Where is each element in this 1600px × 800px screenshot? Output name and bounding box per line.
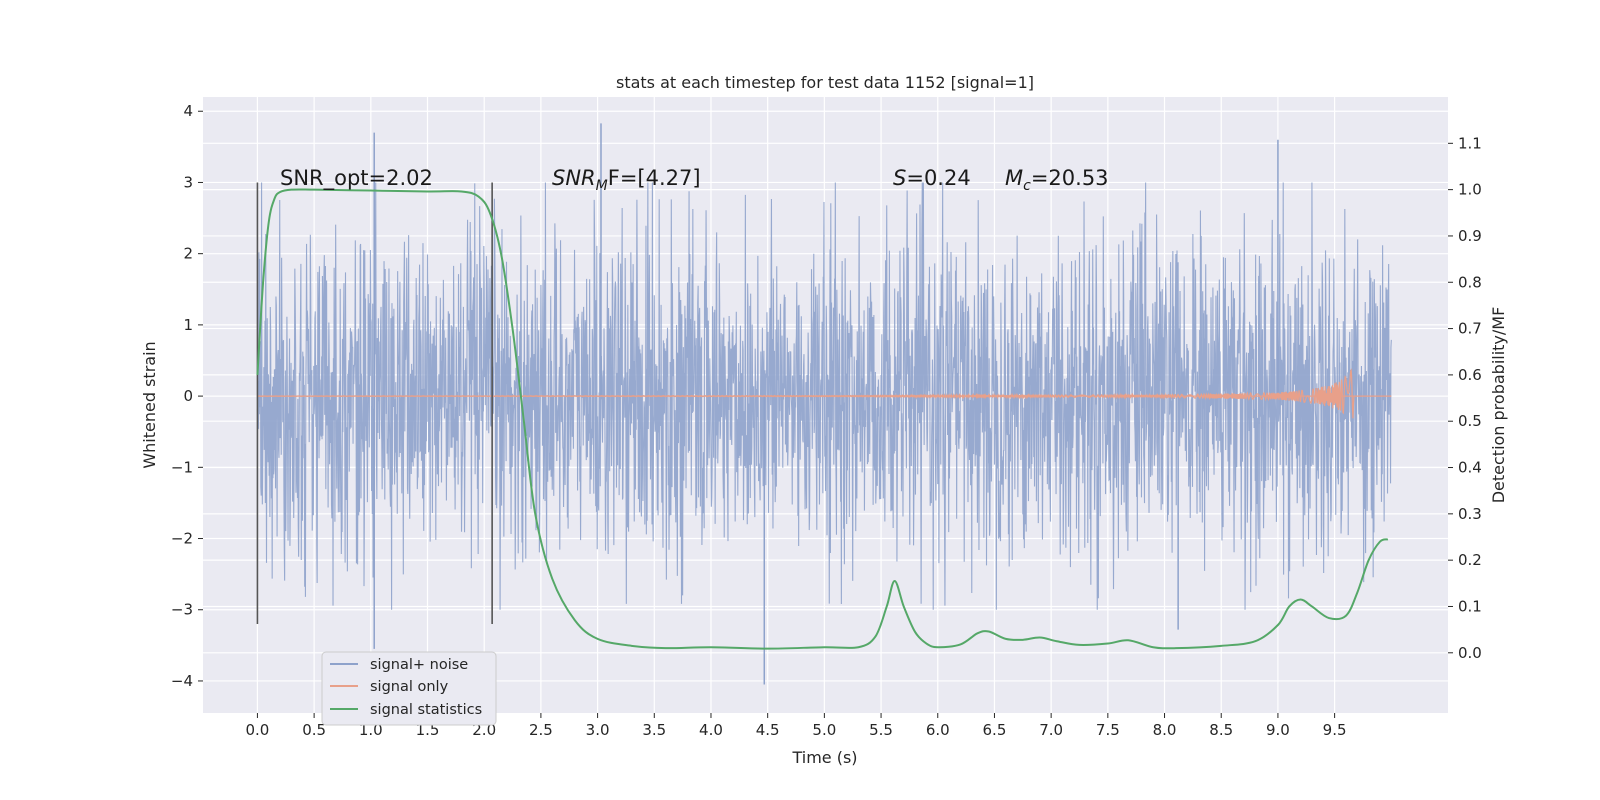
x-tick-label: 0.0 — [245, 721, 269, 739]
legend-label-signal-noise: signal+ noise — [370, 657, 468, 673]
signal-only-series — [257, 368, 1392, 419]
y-left-tick-label: 4 — [183, 102, 193, 120]
y-left-tick-label: −2 — [171, 530, 193, 548]
y-right-tick-label: 0.9 — [1458, 227, 1482, 245]
legend: signal+ noise signal only signal statist… — [321, 651, 497, 726]
y-right-tick-label: 0.6 — [1458, 366, 1482, 384]
x-tick-label: 7.5 — [1096, 721, 1120, 739]
y-left-ticks: 4 3 2 1 0 −1 −2 −3 −4 — [171, 102, 203, 690]
x-tick-label: 9.5 — [1323, 721, 1347, 739]
y-right-tick-label: 1.1 — [1458, 134, 1482, 152]
y-right-tick-label: 0.3 — [1458, 505, 1482, 523]
y-right-axis-label: Detection probability/MF — [1489, 307, 1508, 504]
signal-noise-line — [256, 182, 1392, 610]
x-tick-label: 3.0 — [586, 721, 610, 739]
y-left-tick-label: 2 — [183, 245, 193, 263]
signal-noise-series — [256, 123, 1392, 685]
y-left-tick-label: 3 — [183, 173, 193, 191]
y-left-tick-label: −1 — [171, 458, 193, 476]
signal-statistics-line — [256, 188, 1389, 650]
x-tick-label: 8.5 — [1209, 721, 1233, 739]
y-right-tick-label: 0.4 — [1458, 459, 1482, 477]
legend-box — [321, 651, 497, 726]
y-right-ticks: 1.1 1.0 0.9 0.8 0.7 0.6 0.5 0.4 0.3 0.2 0.1 0.0 — [1448, 134, 1482, 662]
y-right-tick-label: 0.5 — [1458, 412, 1482, 430]
y-right-tick-label: 1.0 — [1458, 181, 1482, 199]
x-tick-label: 5.0 — [812, 721, 836, 739]
x-tick-label: 0.5 — [302, 721, 326, 739]
y-left-axis-label: Whitened strain — [140, 341, 159, 468]
y-right-tick-label: 0.7 — [1458, 320, 1482, 338]
x-tick-label: 5.5 — [869, 721, 893, 739]
y-left-tick-label: 1 — [183, 316, 193, 334]
y-left-tick-label: −3 — [171, 601, 193, 619]
y-right-tick-label: 0.0 — [1458, 644, 1482, 662]
x-tick-label: 6.0 — [926, 721, 950, 739]
vertical-markers — [256, 182, 493, 624]
y-right-tick-label: 0.1 — [1458, 597, 1482, 615]
annotation-mc: Mc=20.53 — [1005, 166, 1109, 194]
x-tick-label: 8.0 — [1153, 721, 1177, 739]
signal-only-line — [257, 368, 1355, 419]
chart-title: stats at each timestep for test data 115… — [616, 73, 1034, 92]
x-axis-label: Time (s) — [791, 748, 857, 767]
legend-label-signal-statistics: signal statistics — [370, 702, 482, 718]
y-right-tick-label: 0.2 — [1458, 551, 1482, 569]
x-tick-label: 4.0 — [699, 721, 723, 739]
x-tick-label: 7.0 — [1039, 721, 1063, 739]
x-tick-label: 9.0 — [1266, 721, 1290, 739]
y-left-tick-label: −4 — [171, 672, 193, 690]
signal-statistics-series — [256, 188, 1389, 650]
y-left-tick-label: 0 — [183, 387, 193, 405]
legend-label-signal-only: signal only — [370, 679, 449, 695]
annotation-snr-mf: SNRMF=[4.27] — [552, 166, 701, 194]
x-tick-label: 4.5 — [756, 721, 780, 739]
x-tick-label: 2.5 — [529, 721, 553, 739]
x-tick-label: 3.5 — [642, 721, 666, 739]
x-tick-label: 6.5 — [983, 721, 1007, 739]
annotation-snr-opt: SNR_opt=2.02 — [280, 166, 433, 191]
y-right-tick-label: 0.8 — [1458, 273, 1482, 291]
annotation-s: S=0.24 — [893, 166, 971, 190]
